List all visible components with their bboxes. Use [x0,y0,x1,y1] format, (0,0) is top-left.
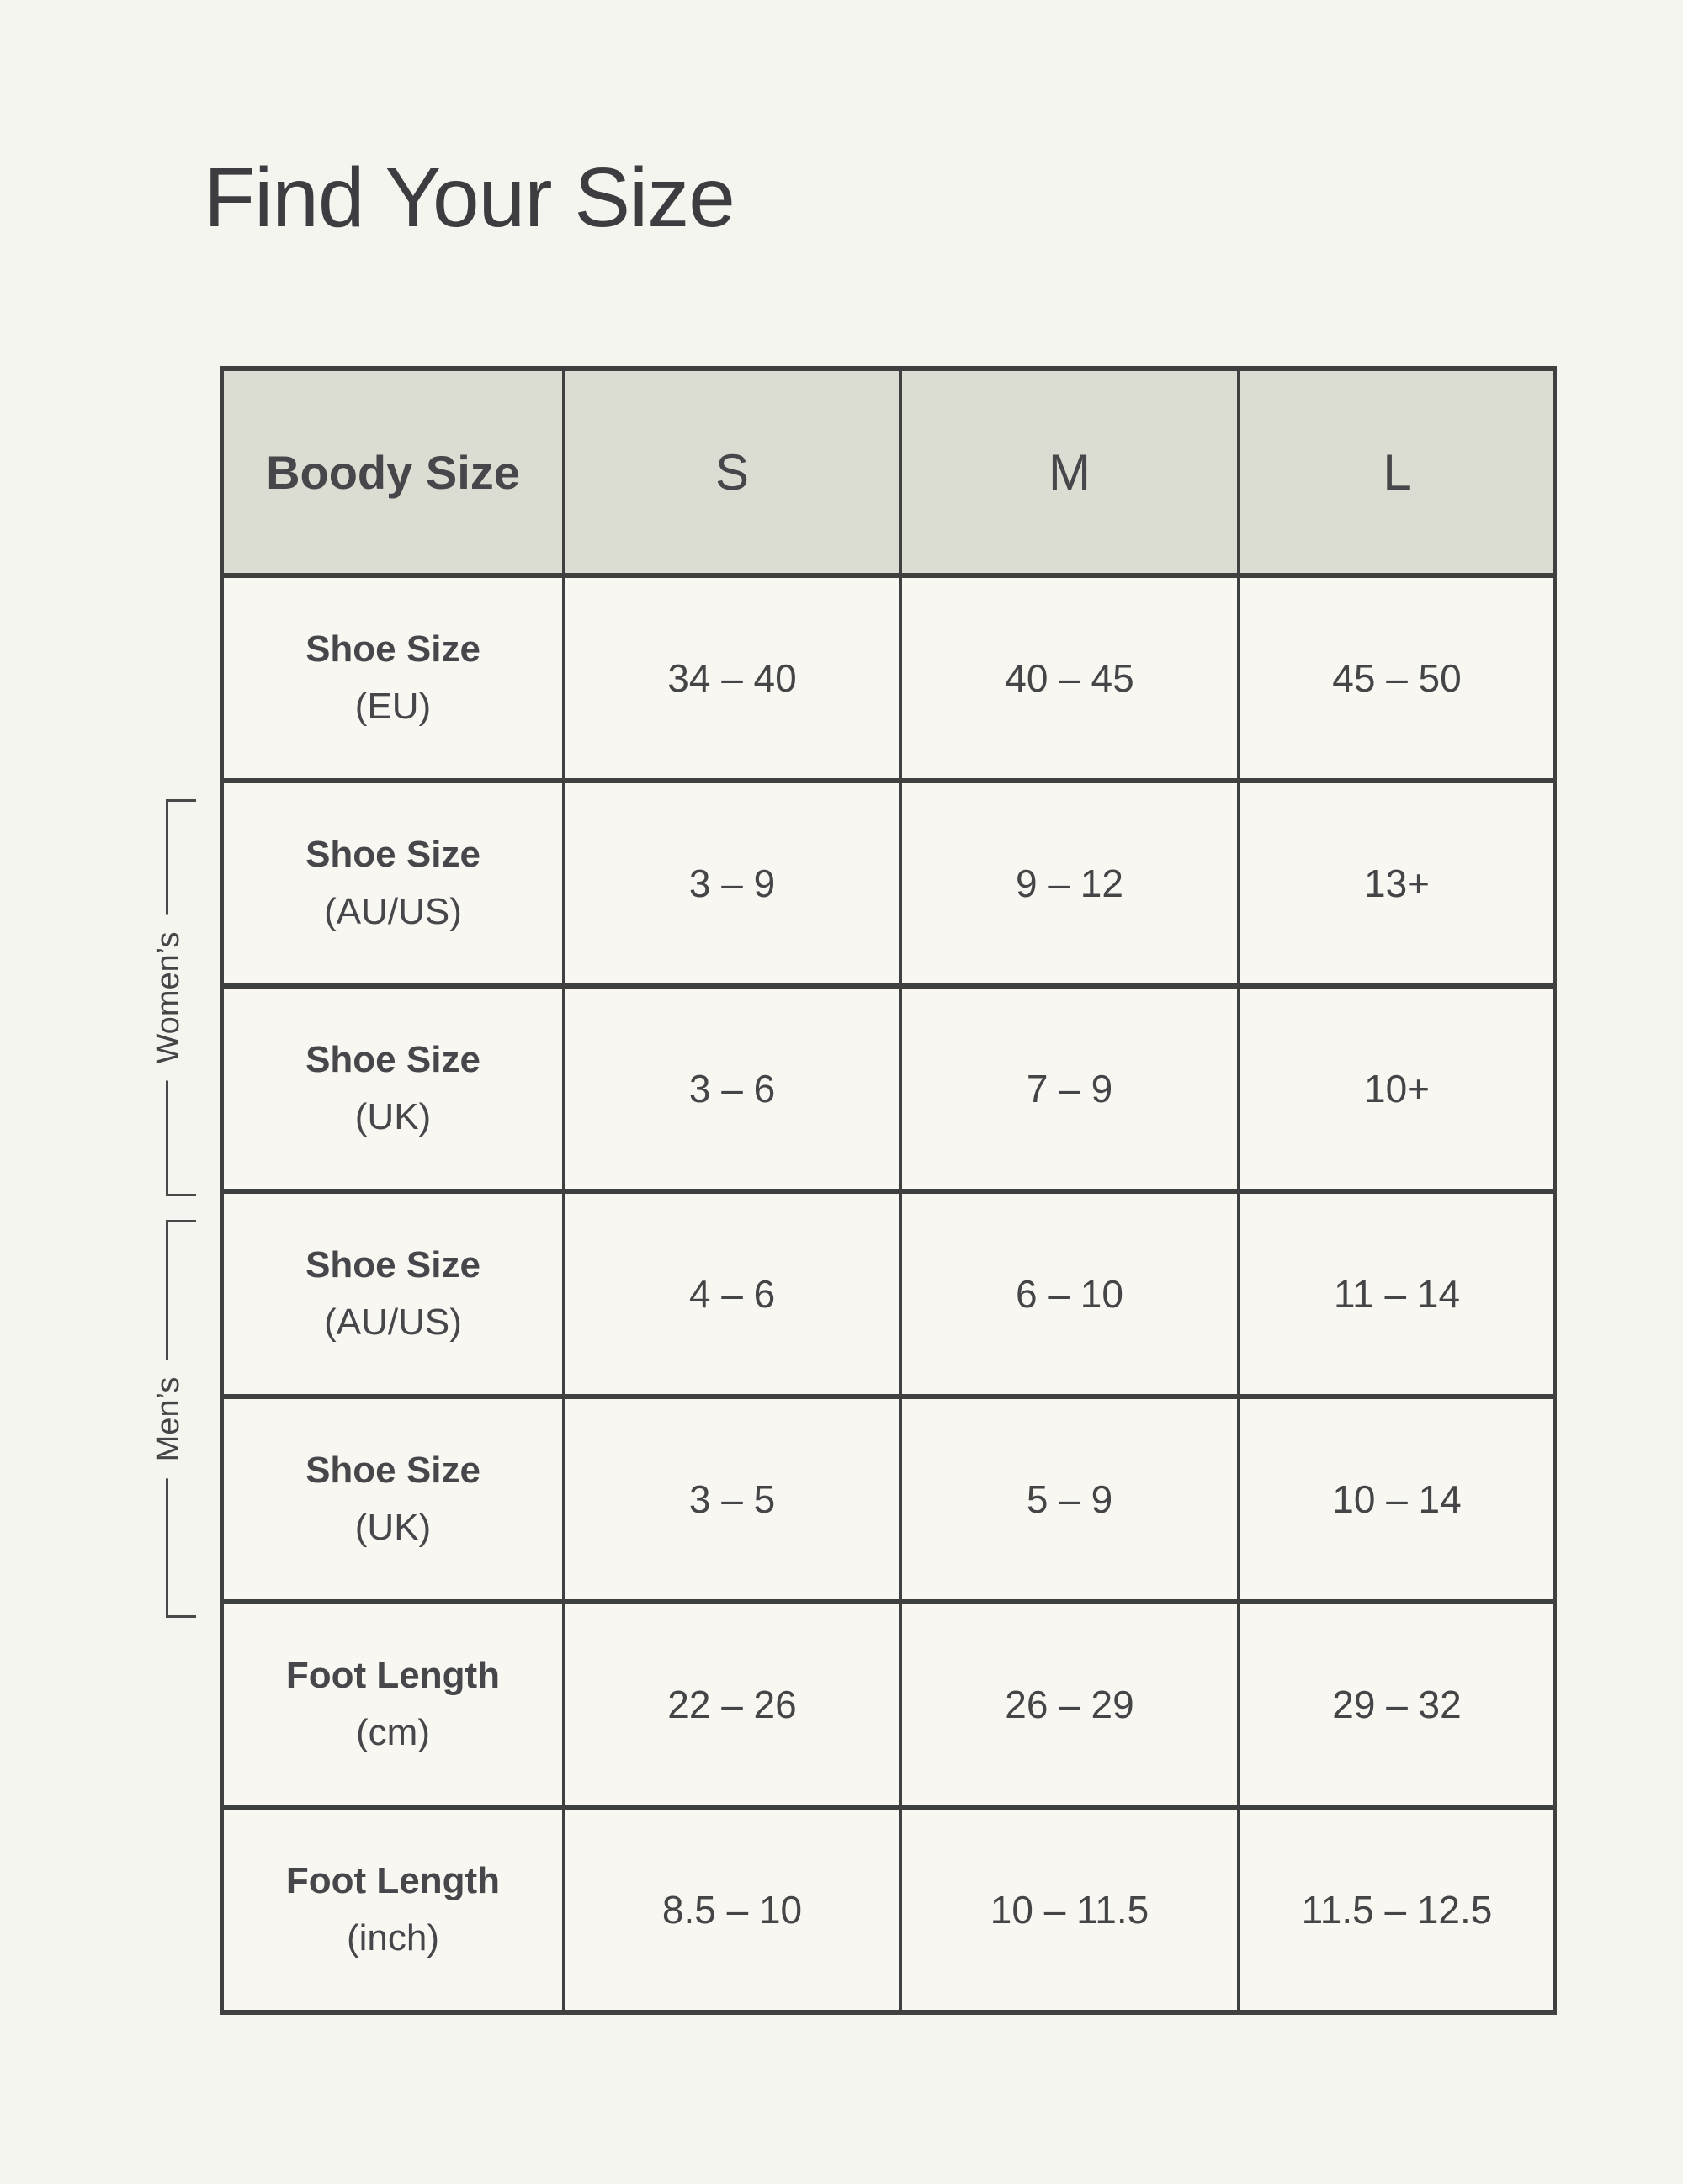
row-label-unit: (AU/US) [324,1301,462,1343]
row-label-shoe-size-uk-womens: Shoe Size (UK) [220,983,565,1194]
page-title: Find Your Size [204,151,735,245]
shoe-size-au-us-womens-m: 9 – 12 [899,778,1240,989]
row-foot-length-cm: Foot Length (cm) 22 – 26 26 – 29 29 – 32 [220,1599,1557,1810]
row-label-unit: (UK) [354,1507,432,1548]
row-label-unit: (inch) [346,1917,440,1959]
row-shoe-size-au-us-mens: Shoe Size (AU/US) 4 – 6 6 – 10 11 – 14 [220,1189,1557,1399]
row-label-unit: (cm) [356,1712,430,1753]
shoe-size-eu-l: 45 – 50 [1237,573,1557,783]
foot-length-cm-l: 29 – 32 [1237,1599,1557,1810]
shoe-size-eu-s: 34 – 40 [562,573,902,783]
header-size-m: M [899,366,1240,578]
row-label-foot-length-cm: Foot Length (cm) [220,1599,565,1810]
row-shoe-size-uk-womens: Shoe Size (UK) 3 – 6 7 – 9 10+ [220,983,1557,1194]
mens-group-label: Men’s [150,1360,188,1478]
shoe-size-uk-mens-s: 3 – 5 [562,1394,902,1604]
row-label-text: Shoe Size [305,628,480,670]
row-label-shoe-size-uk-mens: Shoe Size (UK) [220,1394,565,1604]
row-shoe-size-uk-mens: Shoe Size (UK) 3 – 5 5 – 9 10 – 14 [220,1394,1557,1604]
table-header-row: Boody Size S M L [220,366,1557,578]
header-size-l: L [1237,366,1557,578]
womens-group-label: Women’s [150,914,188,1081]
shoe-size-uk-mens-l: 10 – 14 [1237,1394,1557,1604]
row-label-unit: (EU) [354,686,432,727]
size-chart-table: Boody Size S M L Shoe Size (EU) 34 – 40 … [220,366,1557,2015]
shoe-size-au-us-mens-m: 6 – 10 [899,1189,1240,1399]
shoe-size-uk-womens-m: 7 – 9 [899,983,1240,1194]
row-foot-length-inch: Foot Length (inch) 8.5 – 10 10 – 11.5 11… [220,1805,1557,2015]
row-label-text: Shoe Size [305,1243,480,1285]
foot-length-inch-m: 10 – 11.5 [899,1805,1240,2015]
row-label-text: Shoe Size [305,1449,480,1491]
row-label-text: Foot Length [285,1654,501,1696]
header-boody-size: Boody Size [220,366,565,578]
mens-group-bracket: Men’s [150,1220,196,1618]
shoe-size-uk-womens-l: 10+ [1237,983,1557,1194]
womens-group-bracket: Women’s [150,799,196,1196]
foot-length-cm-m: 26 – 29 [899,1599,1240,1810]
shoe-size-eu-m: 40 – 45 [899,573,1240,783]
shoe-size-uk-womens-s: 3 – 6 [562,983,902,1194]
row-label-text: Shoe Size [305,1038,480,1080]
shoe-size-au-us-womens-l: 13+ [1237,778,1557,989]
row-label-shoe-size-au-us-womens: Shoe Size (AU/US) [220,778,565,989]
row-label-unit: (UK) [354,1096,432,1137]
foot-length-cm-s: 22 – 26 [562,1599,902,1810]
row-label-shoe-size-eu: Shoe Size (EU) [220,573,565,783]
row-shoe-size-eu: Shoe Size (EU) 34 – 40 40 – 45 45 – 50 [220,573,1557,783]
shoe-size-au-us-womens-s: 3 – 9 [562,778,902,989]
shoe-size-au-us-mens-s: 4 – 6 [562,1189,902,1399]
foot-length-inch-s: 8.5 – 10 [562,1805,902,2015]
foot-length-inch-l: 11.5 – 12.5 [1237,1805,1557,2015]
shoe-size-au-us-mens-l: 11 – 14 [1237,1189,1557,1399]
row-shoe-size-au-us-womens: Shoe Size (AU/US) 3 – 9 9 – 12 13+ [220,778,1557,989]
row-label-unit: (AU/US) [324,891,462,932]
row-label-foot-length-inch: Foot Length (inch) [220,1805,565,2015]
row-label-text: Shoe Size [305,833,480,875]
row-label-shoe-size-au-us-mens: Shoe Size (AU/US) [220,1189,565,1399]
row-label-text: Foot Length [285,1859,501,1901]
header-size-s: S [562,366,902,578]
shoe-size-uk-mens-m: 5 – 9 [899,1394,1240,1604]
